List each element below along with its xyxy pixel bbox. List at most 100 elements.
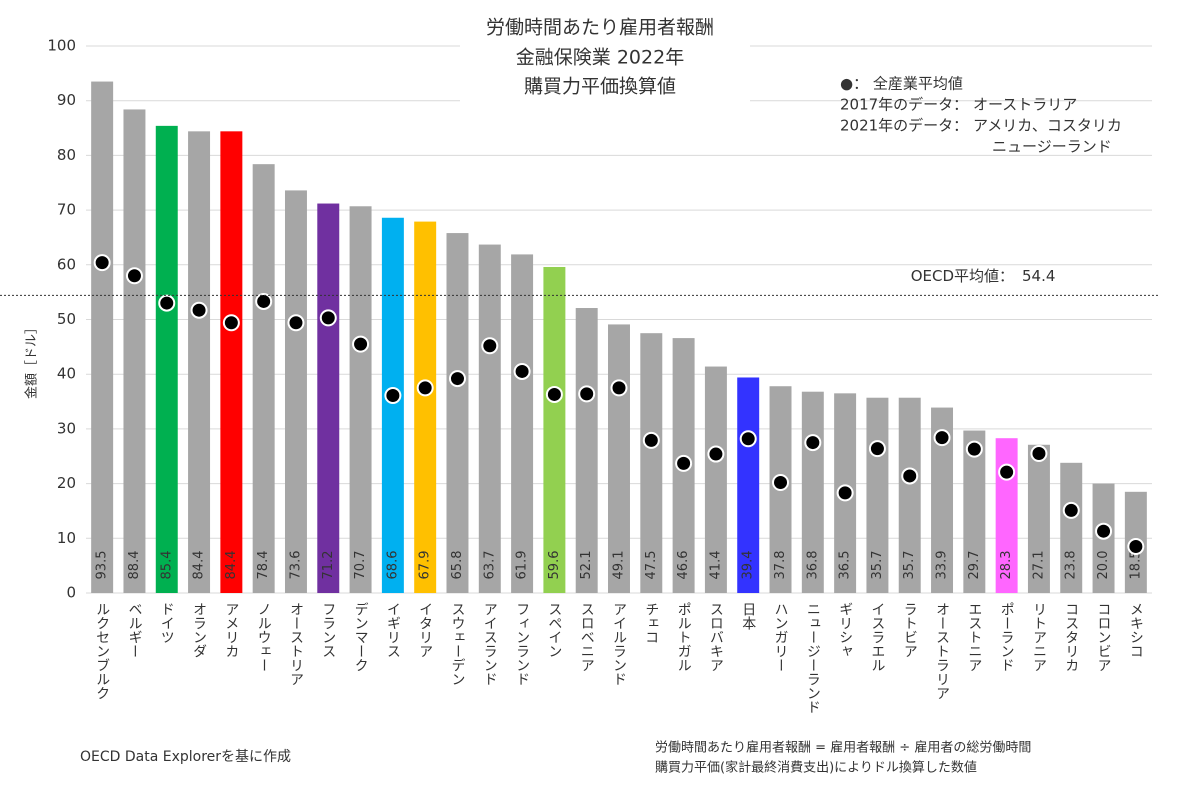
value-label: 52.1 bbox=[579, 551, 594, 580]
x-tick-label: フィンランド bbox=[514, 602, 530, 686]
note: 労働時間あたり雇用者報酬 = 雇用者報酬 ÷ 雇用者の総労働時間 bbox=[655, 740, 1031, 756]
dot bbox=[125, 267, 143, 285]
dot bbox=[707, 445, 725, 463]
bar bbox=[543, 266, 566, 593]
value-label: 41.4 bbox=[708, 551, 723, 580]
y-axis-label: 金額［ドル］ bbox=[24, 321, 40, 399]
dot bbox=[416, 379, 434, 397]
bar bbox=[1060, 462, 1083, 593]
y-tick-label: 50 bbox=[57, 310, 76, 328]
dot bbox=[481, 337, 499, 355]
dot bbox=[93, 254, 111, 272]
dot bbox=[739, 430, 757, 448]
value-label: 88.4 bbox=[127, 551, 142, 580]
x-tick-label: コロンビア bbox=[1096, 602, 1112, 672]
x-tick-label: ノルウェー bbox=[256, 602, 272, 672]
value-label: 63.7 bbox=[482, 551, 497, 580]
x-tick-label: チェコ bbox=[643, 602, 659, 644]
x-tick-label: ルクセンブルク bbox=[94, 602, 110, 700]
x-tick-label: ポーランド bbox=[999, 602, 1015, 672]
value-label: 67.9 bbox=[418, 551, 433, 580]
value-label: 36.5 bbox=[838, 551, 853, 580]
dot bbox=[1062, 501, 1080, 519]
dot bbox=[610, 379, 628, 397]
legend-text: 2017年のデータ： オーストラリア bbox=[840, 96, 1077, 114]
dot bbox=[158, 294, 176, 312]
x-tick-label: アイスランド bbox=[482, 602, 498, 686]
dot bbox=[513, 362, 531, 380]
value-label: 78.4 bbox=[256, 551, 271, 580]
y-tick-label: 20 bbox=[57, 474, 76, 492]
bar bbox=[155, 125, 178, 593]
value-label: 33.9 bbox=[935, 551, 950, 580]
x-tick-label: ドイツ bbox=[159, 602, 175, 644]
dot bbox=[222, 314, 240, 332]
value-label: 84.4 bbox=[224, 551, 239, 580]
x-tick-label: コスタリカ bbox=[1063, 602, 1079, 672]
bar bbox=[414, 221, 437, 593]
x-tick-label: アメリカ bbox=[223, 602, 239, 658]
dot bbox=[804, 434, 822, 452]
y-tick-label: 0 bbox=[66, 584, 76, 602]
x-tick-label: アイルランド bbox=[611, 602, 627, 686]
bar bbox=[640, 333, 663, 593]
value-label: 85.4 bbox=[159, 551, 174, 580]
value-label: 35.7 bbox=[870, 551, 885, 580]
dot bbox=[448, 370, 466, 388]
value-label: 39.4 bbox=[741, 551, 756, 580]
x-tick-label: オーストリア bbox=[288, 602, 304, 686]
x-tick-label: イギリス bbox=[385, 602, 401, 658]
x-tick-label: スロベニア bbox=[579, 602, 595, 672]
x-tick-label: スロバキア bbox=[708, 602, 724, 672]
bar bbox=[220, 131, 243, 593]
bar bbox=[284, 190, 307, 593]
value-label: 49.1 bbox=[612, 551, 627, 580]
value-label: 20.0 bbox=[1096, 551, 1111, 580]
dot bbox=[287, 314, 305, 332]
x-tick-label: イタリア bbox=[417, 602, 433, 658]
x-tick-label: フランス bbox=[320, 602, 336, 658]
x-tick-label: ニュージーランド bbox=[805, 602, 821, 714]
value-label: 28.3 bbox=[999, 551, 1014, 580]
dot bbox=[642, 431, 660, 449]
value-label: 65.8 bbox=[450, 551, 465, 580]
x-tick-label: ポルトガル bbox=[676, 602, 692, 672]
value-label: 68.6 bbox=[385, 551, 400, 580]
value-label: 37.8 bbox=[773, 551, 788, 580]
value-label: 47.5 bbox=[644, 551, 659, 580]
x-tick-label: オランダ bbox=[191, 602, 207, 658]
x-tick-label: ラトビア bbox=[902, 602, 918, 658]
value-label: 35.7 bbox=[902, 551, 917, 580]
x-tick-label: イスラエル bbox=[869, 602, 885, 672]
bar bbox=[1027, 444, 1050, 593]
bar bbox=[91, 81, 114, 594]
value-label: 73.6 bbox=[288, 551, 303, 580]
note: 購買力平価(家計最終消費支出)によりドル換算した数値 bbox=[655, 760, 977, 776]
legend-text: ニュージーランド bbox=[992, 138, 1112, 156]
value-label: 27.1 bbox=[1031, 551, 1046, 580]
x-tick-label: メキシコ bbox=[1128, 602, 1144, 658]
value-label: 61.9 bbox=[515, 551, 530, 580]
bar bbox=[737, 377, 760, 593]
bar bbox=[963, 430, 986, 593]
bar bbox=[123, 109, 146, 594]
value-label: 93.5 bbox=[95, 551, 110, 580]
y-tick-label: 60 bbox=[57, 255, 76, 273]
chart-title: 購買力平価換算値 bbox=[524, 76, 676, 98]
legend-text: ●： 全産業平均値 bbox=[840, 75, 963, 93]
dot bbox=[255, 292, 273, 310]
chart-title: 金融保険業 2022年 bbox=[516, 47, 684, 69]
dot bbox=[319, 309, 337, 327]
dot bbox=[836, 484, 854, 502]
value-label: 36.8 bbox=[805, 551, 820, 580]
dot bbox=[868, 440, 886, 458]
bar bbox=[446, 233, 469, 593]
bar bbox=[898, 397, 921, 593]
x-tick-label: ベルギー bbox=[126, 602, 142, 658]
dot bbox=[675, 454, 693, 472]
dot bbox=[352, 335, 370, 353]
y-tick-label: 90 bbox=[57, 91, 76, 109]
dot bbox=[933, 429, 951, 447]
reference-label: OECD平均値： bbox=[911, 267, 1014, 285]
y-tick-label: 30 bbox=[57, 419, 76, 437]
